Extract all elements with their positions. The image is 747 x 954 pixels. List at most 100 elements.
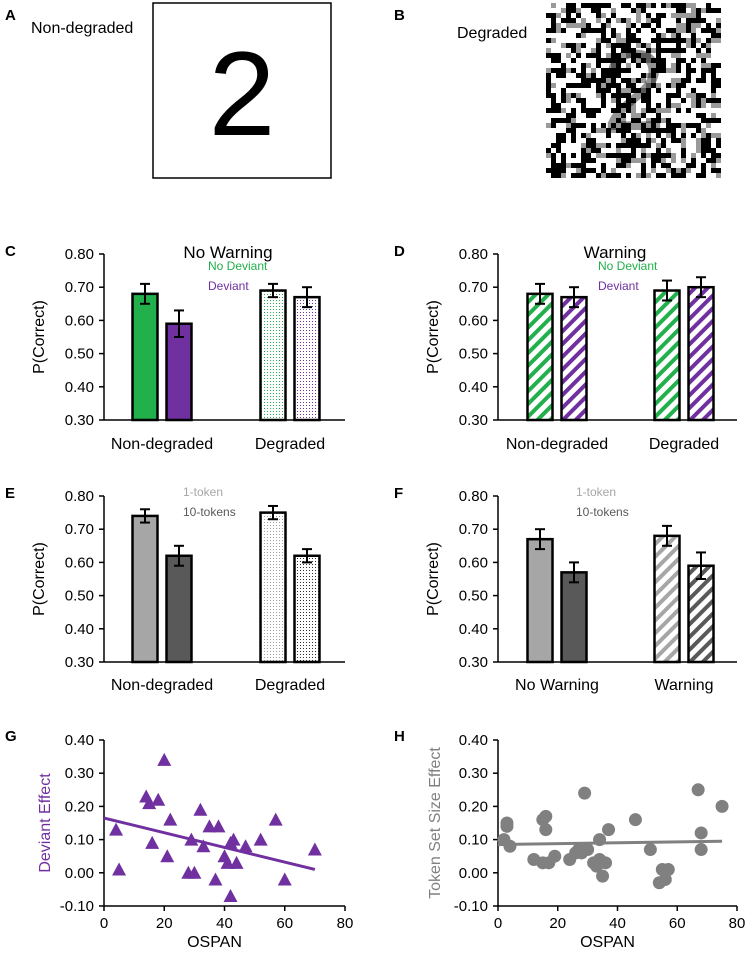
data-point <box>503 839 517 853</box>
noise-cell <box>656 158 661 163</box>
noise-cell <box>586 123 591 128</box>
noise-cell <box>696 53 701 58</box>
noise-cell <box>661 133 666 138</box>
noise-cell <box>641 128 646 133</box>
noise-cell <box>701 173 706 178</box>
noise-cell <box>661 163 666 168</box>
data-point <box>223 889 238 903</box>
noise-cell <box>581 28 586 33</box>
noise-cell <box>606 118 611 123</box>
noise-cell <box>601 38 606 43</box>
noise-cell <box>661 58 666 63</box>
noise-cell <box>656 108 661 113</box>
noise-cell <box>616 123 621 128</box>
noise-cell <box>621 83 626 88</box>
noise-cell <box>611 133 616 138</box>
noise-cell <box>641 148 646 153</box>
noise-cell <box>601 148 606 153</box>
noise-cell <box>631 8 636 13</box>
noise-cell <box>681 118 686 123</box>
noise-cell <box>706 163 711 168</box>
noise-cell <box>581 173 586 178</box>
noise-cell <box>546 68 551 73</box>
noise-cell <box>706 143 711 148</box>
noise-cell <box>636 153 641 158</box>
noise-cell <box>691 88 696 93</box>
noise-cell <box>641 78 646 83</box>
noise-cell <box>696 163 701 168</box>
noise-cell <box>566 33 571 38</box>
noise-cell <box>641 118 646 123</box>
noise-cell <box>666 163 671 168</box>
noise-cell <box>716 53 721 58</box>
noise-cell <box>671 63 676 68</box>
noise-cell <box>686 163 691 168</box>
noise-cell <box>596 63 601 68</box>
noise-cell <box>661 108 666 113</box>
noise-cell <box>671 108 676 113</box>
noise-cell <box>641 113 646 118</box>
noise-cell <box>621 93 626 98</box>
noise-cell <box>686 33 691 38</box>
noise-cell <box>596 148 601 153</box>
noise-cell <box>626 53 631 58</box>
noise-cell <box>556 163 561 168</box>
x-tick-label: 60 <box>669 915 686 932</box>
noise-cell <box>561 173 566 178</box>
noise-cell <box>646 118 651 123</box>
noise-cell <box>626 33 631 38</box>
noise-cell <box>591 103 596 108</box>
noise-cell <box>556 98 561 103</box>
noise-cell <box>701 103 706 108</box>
noise-cell <box>631 73 636 78</box>
noise-cell <box>641 18 646 23</box>
noise-cell <box>571 123 576 128</box>
y-tick-label: 0.00 <box>459 865 488 882</box>
noise-cell <box>561 138 566 143</box>
noise-cell <box>611 158 616 163</box>
noise-cell <box>696 168 701 173</box>
noise-cell <box>566 133 571 138</box>
noise-cell <box>651 173 656 178</box>
noise-cell <box>576 93 581 98</box>
noise-cell <box>571 38 576 43</box>
noise-cell <box>556 128 561 133</box>
y-axis-label: P(Correct) <box>31 300 48 374</box>
noise-cell <box>566 18 571 23</box>
noise-cell <box>571 153 576 158</box>
noise-cell <box>606 138 611 143</box>
noise-cell <box>676 78 681 83</box>
noise-cell <box>691 148 696 153</box>
noise-cell <box>591 83 596 88</box>
noise-cell <box>661 13 666 18</box>
noise-cell <box>651 168 656 173</box>
noise-cell <box>656 3 661 8</box>
noise-cell <box>621 98 626 103</box>
noise-cell <box>591 138 596 143</box>
noise-cell <box>701 73 706 78</box>
noise-cell <box>611 168 616 173</box>
y-tick-label: 0.40 <box>459 732 488 749</box>
noise-cell <box>656 133 661 138</box>
x-category-label: No Warning <box>515 677 599 694</box>
noise-cell <box>556 123 561 128</box>
noise-cell <box>666 118 671 123</box>
noise-cell <box>716 163 721 168</box>
noise-cell <box>546 38 551 43</box>
noise-cell <box>686 53 691 58</box>
noise-cell <box>596 123 601 128</box>
noise-cell <box>651 153 656 158</box>
noise-cell <box>616 113 621 118</box>
noise-cell <box>581 8 586 13</box>
noise-cell <box>676 53 681 58</box>
noise-cell <box>641 28 646 33</box>
noise-cell <box>636 93 641 98</box>
noise-cell <box>671 13 676 18</box>
noise-cell <box>671 93 676 98</box>
noise-cell <box>601 78 606 83</box>
bar <box>560 295 588 422</box>
noise-cell <box>631 103 636 108</box>
noise-cell <box>711 88 716 93</box>
y-tick-label: 0.60 <box>65 554 94 571</box>
noise-cell <box>556 118 561 123</box>
